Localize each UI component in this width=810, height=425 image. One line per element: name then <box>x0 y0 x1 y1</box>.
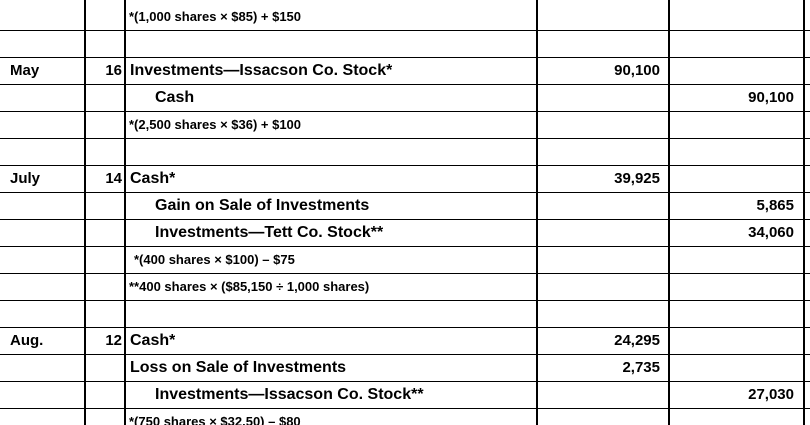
explanation-note: *(1,000 shares × $85) + $150 <box>129 9 302 24</box>
explanation-note: *(400 shares × $100) – $75 <box>134 252 295 267</box>
entry-day: 14 <box>105 170 122 187</box>
debit-amount: 24,295 <box>614 332 660 349</box>
explanation-note: **400 shares × ($85,150 ÷ 1,000 shares) <box>129 279 370 294</box>
column-divider <box>124 0 126 425</box>
debit-amount: 90,100 <box>614 62 660 79</box>
journal-row: Loss on Sale of Investments 2,735 <box>0 354 810 382</box>
account-title: Investments—Tett Co. Stock** <box>155 224 384 241</box>
account-title: Investments—Issacson Co. Stock** <box>155 386 424 403</box>
debit-amount: 2,735 <box>622 359 660 376</box>
credit-amount: 34,060 <box>748 224 794 241</box>
journal-row: Gain on Sale of Investments 5,865 <box>0 192 810 220</box>
journal-row: *(750 shares × $32.50) – $80 <box>0 408 810 425</box>
journal-row: Investments—Tett Co. Stock** 34,060 <box>0 219 810 247</box>
entry-day: 16 <box>105 62 122 79</box>
journal-row: **400 shares × ($85,150 ÷ 1,000 shares) <box>0 273 810 301</box>
journal-row: May 16 Investments—Issacson Co. Stock* 9… <box>0 57 810 85</box>
entry-month: July <box>10 170 41 187</box>
journal-row <box>0 30 810 58</box>
account-title: Gain on Sale of Investments <box>155 197 370 214</box>
account-title: Cash* <box>130 332 176 349</box>
column-divider <box>668 0 670 425</box>
entry-day: 12 <box>105 332 122 349</box>
journal-row: *(400 shares × $100) – $75 <box>0 246 810 274</box>
account-title: Loss on Sale of Investments <box>130 359 347 376</box>
credit-amount: 5,865 <box>756 197 794 214</box>
journal-row: Investments—Issacson Co. Stock** 27,030 <box>0 381 810 409</box>
journal-row: Aug. 12 Cash* 24,295 <box>0 327 810 355</box>
account-title: Cash <box>155 89 195 106</box>
entry-month: May <box>10 62 40 79</box>
debit-amount: 39,925 <box>614 170 660 187</box>
journal-row: Cash 90,100 <box>0 84 810 112</box>
column-divider <box>84 0 86 425</box>
explanation-note: *(2,500 shares × $36) + $100 <box>129 117 302 132</box>
account-title: Investments—Issacson Co. Stock* <box>130 62 393 79</box>
column-divider <box>536 0 538 425</box>
journal-row: *(2,500 shares × $36) + $100 <box>0 111 810 139</box>
journal-row <box>0 138 810 166</box>
journal-row: *(1,000 shares × $85) + $150 <box>0 3 810 31</box>
explanation-note: *(750 shares × $32.50) – $80 <box>129 414 301 425</box>
credit-amount: 27,030 <box>748 386 794 403</box>
journal-row: July 14 Cash* 39,925 <box>0 165 810 193</box>
account-title: Cash* <box>130 170 176 187</box>
journal-row <box>0 300 810 328</box>
credit-amount: 90,100 <box>748 89 794 106</box>
column-divider <box>803 0 805 425</box>
entry-month: Aug. <box>10 332 44 349</box>
